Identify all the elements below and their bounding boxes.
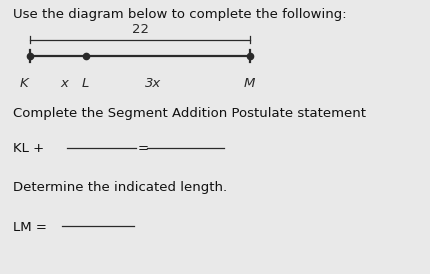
Text: K: K [19, 77, 28, 90]
Text: Use the diagram below to complete the following:: Use the diagram below to complete the fo… [13, 8, 346, 21]
Text: Determine the indicated length.: Determine the indicated length. [13, 181, 227, 194]
Text: M: M [243, 77, 254, 90]
Text: x: x [60, 77, 68, 90]
Text: 22: 22 [131, 23, 148, 36]
Text: Complete the Segment Addition Postulate statement: Complete the Segment Addition Postulate … [13, 107, 365, 120]
Text: KL +: KL + [13, 142, 44, 155]
Text: LM =: LM = [13, 221, 47, 233]
Text: =: = [138, 142, 149, 155]
Text: L: L [81, 77, 89, 90]
Text: 3x: 3x [144, 77, 161, 90]
